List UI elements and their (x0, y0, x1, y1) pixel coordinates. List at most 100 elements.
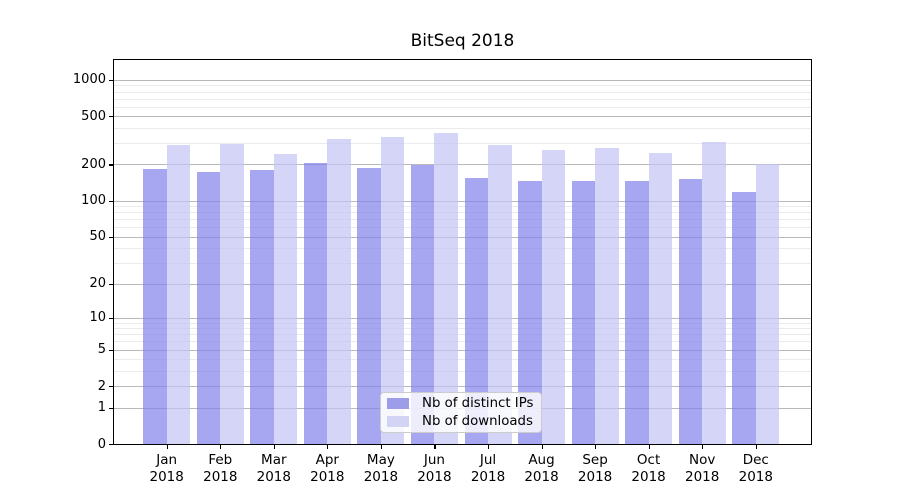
x-tick-label: Jul 2018 (470, 452, 506, 485)
gridline-minor (114, 212, 811, 214)
legend-swatch-distinct-ips (387, 397, 409, 409)
bar-distinct-ips-may (357, 168, 381, 444)
x-tick-mark (166, 444, 168, 449)
bar-downloads-sep (595, 147, 619, 444)
bar-distinct-ips-sep (571, 180, 596, 444)
x-tick-mark (755, 444, 757, 449)
gridline-minor (114, 370, 811, 372)
bar-downloads-oct (648, 153, 673, 444)
y-tick-mark (109, 317, 114, 319)
bar-downloads-aug (541, 149, 565, 444)
x-tick-mark (648, 444, 650, 449)
x-tick-label: Jan 2018 (149, 452, 184, 485)
y-tick-label: 5 (97, 342, 106, 357)
y-tick-label: 1000 (72, 72, 106, 88)
gridline-minor (114, 328, 811, 330)
x-tick-mark (702, 444, 704, 449)
x-tick-mark (541, 444, 543, 449)
x-tick-label: Feb 2018 (203, 452, 238, 485)
bar-distinct-ips-dec (732, 192, 756, 444)
plot-area (114, 60, 811, 444)
gridline-minor (114, 341, 811, 343)
x-tick-label: Apr 2018 (310, 452, 345, 485)
gridline-minor (114, 128, 811, 129)
gridline-major (114, 200, 811, 202)
gridline-minor (114, 206, 811, 208)
y-tick-label: 200 (81, 156, 106, 172)
bar-downloads-nov (702, 142, 726, 444)
x-tick-label: Aug 2018 (524, 452, 559, 485)
y-tick-mark (109, 386, 114, 388)
y-tick-mark (109, 349, 114, 351)
y-tick-mark (109, 444, 114, 446)
x-tick-label: May 2018 (363, 452, 399, 485)
gridline-minor (114, 91, 811, 93)
bar-downloads-jun (434, 133, 458, 444)
x-tick-mark (488, 444, 490, 449)
x-tick-label: Sep 2018 (577, 452, 613, 485)
y-tick-label: 1 (97, 400, 106, 415)
bar-downloads-apr (327, 139, 351, 444)
gridline-minor (114, 322, 811, 324)
legend-swatch-downloads (387, 416, 409, 428)
bar-downloads-may (380, 136, 405, 444)
gridline-minor (114, 106, 811, 108)
y-tick-label: 0 (97, 436, 106, 452)
bar-distinct-ips-jun (410, 165, 435, 444)
bar-distinct-ips-mar (250, 169, 274, 444)
y-tick-mark (109, 164, 114, 166)
x-tick-label: Nov 2018 (685, 452, 720, 485)
gridline-minor (114, 85, 811, 87)
y-tick-mark (109, 407, 114, 409)
y-tick-mark (109, 283, 114, 285)
gridline-minor (114, 248, 811, 250)
gridline-minor (114, 263, 811, 264)
x-tick-label: Mar 2018 (256, 452, 291, 485)
gridline-major (114, 283, 811, 285)
y-tick-label: 50 (89, 229, 106, 245)
bar-distinct-ips-aug (518, 181, 542, 444)
legend-item-downloads: Nb of downloads (381, 413, 541, 430)
x-tick-mark (595, 444, 597, 449)
gridline-minor (114, 334, 811, 336)
x-tick-mark (434, 444, 436, 449)
bar-distinct-ips-feb (196, 172, 221, 444)
y-tick-mark (109, 200, 114, 202)
bar-distinct-ips-jan (143, 168, 167, 444)
bar-downloads-dec (755, 164, 780, 444)
x-tick-mark (273, 444, 275, 449)
gridline-major (114, 79, 811, 81)
bar-downloads-jul (488, 144, 512, 444)
y-tick-label: 10 (89, 310, 106, 326)
y-tick-mark (109, 236, 114, 238)
gridline-minor (114, 143, 811, 145)
y-tick-label: 2 (97, 378, 106, 394)
gridline-major (114, 116, 811, 118)
bar-downloads-mar (273, 153, 298, 444)
gridline-major (114, 349, 811, 351)
y-tick-label: 500 (81, 108, 106, 124)
x-tick-mark (380, 444, 383, 449)
legend: Nb of distinct IPs Nb of downloads (380, 392, 542, 433)
legend-label-distinct-ips: Nb of distinct IPs (422, 395, 534, 411)
gridline-major (114, 164, 811, 166)
x-tick-label: Oct 2018 (631, 452, 666, 485)
gridline-minor (114, 359, 811, 361)
bar-distinct-ips-nov (678, 178, 703, 444)
legend-item-distinct-ips: Nb of distinct IPs (381, 395, 541, 412)
bar-distinct-ips-jul (464, 178, 488, 444)
gridline-minor (114, 227, 811, 229)
gridline-major (114, 386, 811, 388)
gridline-minor (114, 219, 811, 221)
gridline-major (114, 236, 811, 238)
x-tick-label: Jun 2018 (417, 452, 452, 485)
x-tick-mark (327, 444, 329, 449)
y-tick-label: 100 (81, 193, 106, 209)
gridline-major (114, 317, 811, 319)
x-tick-mark (220, 444, 222, 449)
y-tick-label: 20 (89, 276, 106, 291)
bar-downloads-feb (220, 143, 244, 444)
y-tick-mark (109, 116, 114, 118)
y-tick-mark (109, 79, 114, 81)
